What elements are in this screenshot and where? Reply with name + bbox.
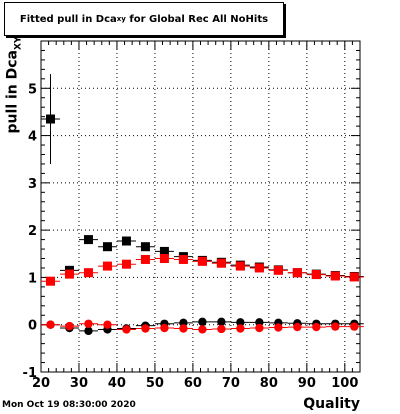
data-point-circle bbox=[293, 322, 302, 332]
y-tick-label: 4 bbox=[28, 130, 37, 145]
data-point-square bbox=[121, 236, 131, 246]
data-point-square bbox=[159, 246, 169, 256]
data-point-circle bbox=[160, 323, 169, 333]
data-point-circle bbox=[236, 324, 245, 333]
data-point-circle bbox=[122, 325, 131, 334]
data-point-square bbox=[121, 259, 131, 269]
y-axis-label-sub: XY bbox=[13, 36, 24, 50]
y-tick-label: 3 bbox=[28, 177, 37, 192]
x-tick-label: 20 bbox=[32, 376, 50, 391]
data-point-square bbox=[235, 261, 245, 271]
data-point-square bbox=[178, 254, 188, 264]
y-axis-label-main: pull in Dca bbox=[4, 50, 21, 134]
series-2 bbox=[41, 254, 364, 286]
data-point-circle bbox=[217, 324, 226, 334]
data-point-square bbox=[102, 242, 112, 252]
y-tick-label: -1 bbox=[23, 366, 37, 381]
data-point-circle bbox=[217, 317, 226, 327]
data-point-circle bbox=[141, 324, 150, 333]
data-point-circle bbox=[350, 322, 359, 331]
data-point-circle bbox=[65, 321, 74, 331]
data-point-square bbox=[64, 269, 74, 279]
data-point-circle bbox=[84, 319, 93, 328]
y-tick-label: 0 bbox=[28, 319, 37, 334]
x-tick-label: 60 bbox=[184, 376, 202, 391]
data-point-circle bbox=[274, 323, 283, 332]
data-point-square bbox=[83, 268, 93, 278]
data-point-square bbox=[292, 268, 302, 278]
y-tick-label: 1 bbox=[28, 271, 37, 286]
chart-title-main: Fitted pull in Dca bbox=[19, 13, 117, 25]
x-tick-label: 40 bbox=[108, 376, 126, 391]
data-point-square bbox=[349, 272, 359, 282]
chart-title-rest: for Global Rec All NoHits bbox=[125, 13, 269, 25]
series-1 bbox=[41, 74, 364, 281]
x-tick-label: 50 bbox=[146, 376, 164, 391]
data-point-circle bbox=[255, 323, 264, 333]
x-tick-label: 90 bbox=[298, 376, 316, 391]
data-point-circle bbox=[198, 317, 207, 327]
data-point-square bbox=[140, 254, 150, 264]
y-tick-label: 2 bbox=[28, 224, 37, 239]
data-point-circle bbox=[198, 325, 207, 334]
x-tick-label: 70 bbox=[222, 376, 240, 391]
data-point-circle bbox=[331, 322, 340, 331]
tick-labels: 20 30 40 50 60 70 80 90 100 -1 0 1 2 3 4 5 bbox=[23, 82, 359, 391]
data-point-circle bbox=[179, 324, 188, 333]
chart-title-sub: xy bbox=[116, 15, 126, 23]
x-tick-label: 80 bbox=[260, 376, 278, 391]
datestamp: Mon Oct 19 08:30:00 2020 bbox=[2, 400, 136, 410]
data-point-square bbox=[330, 271, 340, 281]
axis-ticks bbox=[40, 41, 360, 373]
x-axis-label: Quality bbox=[303, 396, 360, 412]
data-point-circle bbox=[312, 322, 321, 332]
data-point-circle bbox=[236, 318, 245, 327]
data-point-square bbox=[159, 254, 169, 264]
x-tick-label: 30 bbox=[70, 376, 88, 391]
y-tick-label: 5 bbox=[28, 82, 37, 97]
y-axis-label: pull in DcaXY bbox=[4, 23, 24, 148]
data-point-square bbox=[45, 114, 55, 124]
data-point-square bbox=[197, 256, 207, 266]
data-point-square bbox=[254, 263, 264, 273]
data-point-circle bbox=[103, 320, 112, 329]
data-point-square bbox=[311, 270, 321, 280]
data-point-square bbox=[102, 261, 112, 271]
data-markers bbox=[41, 74, 364, 336]
data-point-circle bbox=[84, 326, 93, 336]
data-point-square bbox=[83, 235, 93, 245]
data-point-square bbox=[45, 276, 55, 286]
x-tick-label: 100 bbox=[331, 376, 358, 391]
data-point-square bbox=[216, 258, 226, 268]
data-point-circle bbox=[46, 320, 55, 329]
series-4 bbox=[41, 319, 364, 334]
chart-title: Fitted pull in Dca xy for Global Rec All … bbox=[4, 2, 284, 36]
data-point-square bbox=[140, 242, 150, 252]
data-point-square bbox=[273, 265, 283, 275]
